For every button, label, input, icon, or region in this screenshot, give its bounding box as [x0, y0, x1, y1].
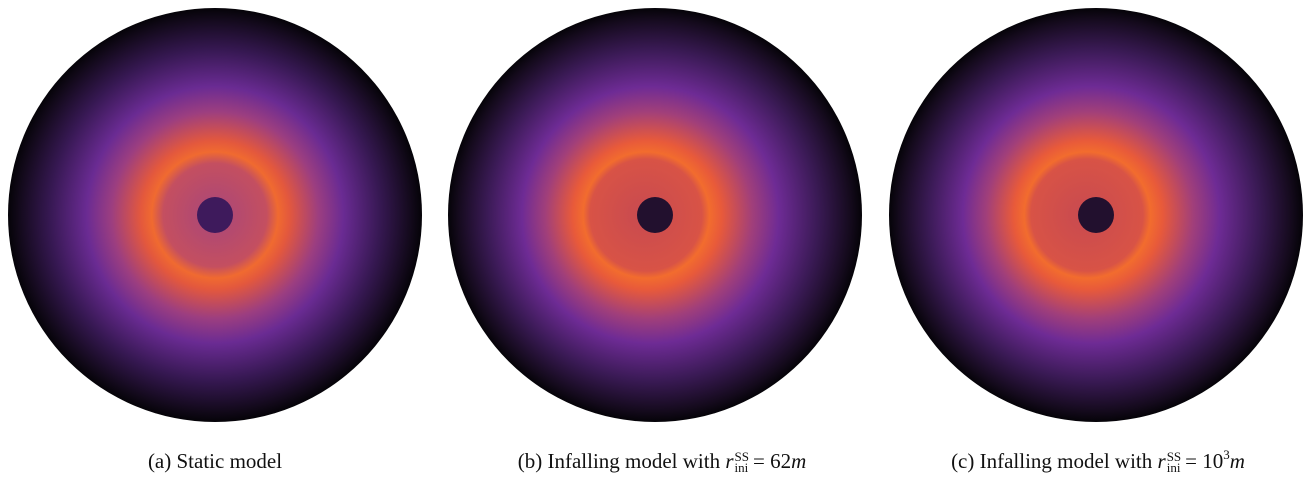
- caption-b: (b) Infalling model with r SS ini = 62m: [518, 448, 807, 474]
- unit: m: [1229, 449, 1245, 473]
- subscript: ini: [734, 460, 749, 476]
- math-symbol: r: [1157, 449, 1166, 473]
- subscript: ini: [1166, 460, 1181, 476]
- math-scripts: SS ini: [1166, 449, 1182, 476]
- equation: = 62: [753, 449, 792, 473]
- caption-a: (a) Static model: [148, 448, 282, 474]
- superscript: SS: [734, 449, 750, 465]
- caption-c: (c) Infalling model with r SS ini = 103m: [951, 447, 1245, 477]
- exponent: 3: [1223, 447, 1230, 462]
- panel-c-image: [889, 8, 1303, 422]
- equation: = 10: [1185, 449, 1224, 473]
- superscript: SS: [1166, 449, 1182, 465]
- math-symbol: r: [725, 449, 734, 473]
- caption-text: (c) Infalling model with: [951, 449, 1153, 473]
- caption-text: (a) Static model: [147, 449, 283, 473]
- unit: m: [791, 449, 807, 473]
- caption-text: (b) Infalling model with: [517, 449, 721, 473]
- panel-b-image: [448, 8, 862, 422]
- math-scripts: SS ini: [734, 449, 750, 476]
- panel-a-image: [8, 8, 422, 422]
